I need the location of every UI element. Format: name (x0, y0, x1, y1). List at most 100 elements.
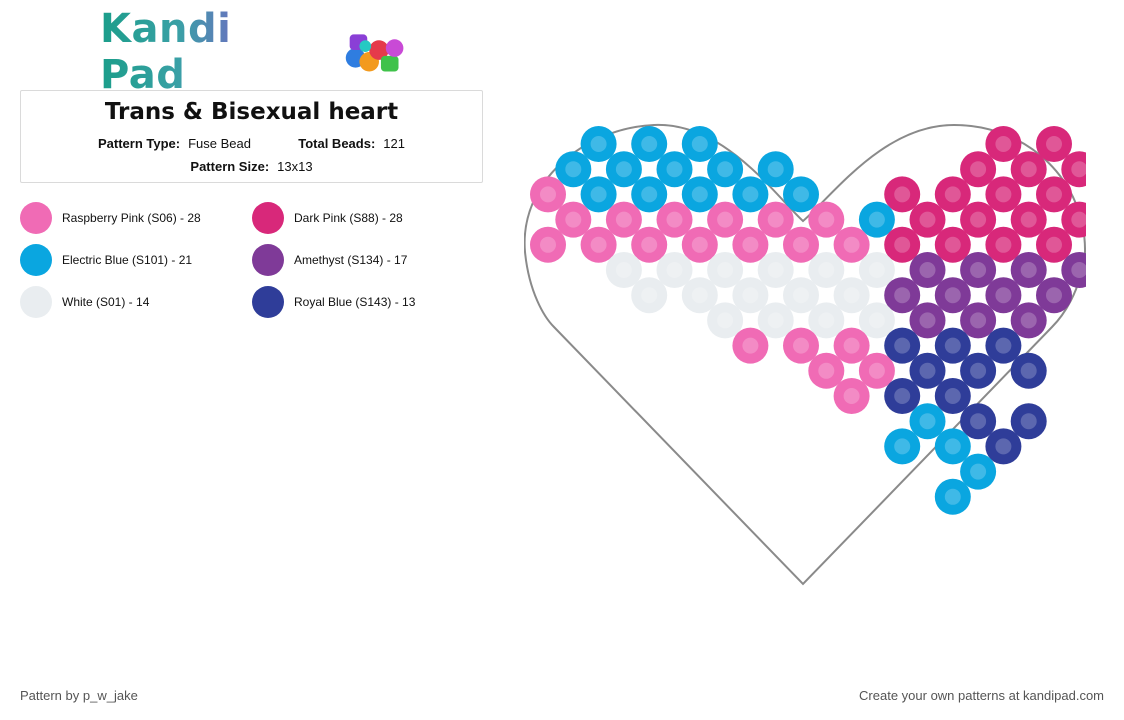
bead (757, 151, 794, 188)
bead (707, 151, 744, 188)
legend-item-electric-blue: Electric Blue (S101) - 21 (20, 244, 192, 276)
legend-item-dark-pink: Dark Pink (S88) - 28 (252, 202, 403, 234)
bead (783, 327, 819, 364)
legend-label: Dark Pink (S88) - 28 (294, 211, 403, 225)
bead (1036, 126, 1072, 162)
bead (934, 176, 971, 213)
bead (783, 176, 819, 213)
bead (757, 302, 794, 339)
bead (757, 252, 794, 288)
kandi-pad-logo[interactable]: Kandi Pad (100, 6, 410, 98)
bead (631, 226, 668, 263)
pattern-size-value: 13x13 (277, 159, 313, 174)
bead (1061, 252, 1086, 288)
bead (960, 453, 997, 490)
bead (555, 201, 592, 238)
pattern-size-row: Pattern Size: 13x13 (21, 159, 482, 174)
bead (960, 201, 997, 238)
bead (833, 226, 870, 263)
bead (605, 252, 642, 288)
legend-label: White (S01) - 14 (62, 295, 150, 309)
bead (580, 176, 617, 213)
bead (1061, 201, 1086, 238)
legend-label: Amethyst (S134) - 17 (294, 253, 408, 267)
pattern-type-label: Pattern Type: (98, 136, 181, 151)
kandipad-link[interactable]: Create your own patterns at kandipad.com (859, 688, 1104, 703)
bead (985, 277, 1022, 314)
pattern-size-label: Pattern Size: (190, 159, 270, 174)
bead (530, 226, 566, 263)
bead (934, 378, 971, 414)
pattern-author: Pattern by p_w_jake (20, 688, 138, 703)
bead (580, 226, 617, 263)
bead (631, 277, 668, 314)
bead (656, 201, 693, 238)
bead (909, 352, 946, 389)
bead (631, 176, 668, 213)
color-swatch (20, 286, 52, 318)
bead (808, 352, 845, 389)
bead (985, 428, 1022, 465)
total-beads-label: Total Beads: (298, 136, 376, 151)
bead (783, 226, 819, 263)
bead (884, 378, 921, 414)
bead (833, 277, 870, 314)
bead-grid (530, 126, 1086, 515)
bead (858, 252, 895, 288)
bead (605, 151, 642, 188)
color-swatch (252, 202, 284, 234)
bead (934, 478, 971, 515)
bead (732, 277, 769, 314)
bead (985, 176, 1022, 213)
bead (1010, 403, 1047, 440)
bead (858, 201, 895, 238)
bead (934, 428, 971, 465)
legend-item-royal-blue: Royal Blue (S143) - 13 (252, 286, 415, 318)
color-swatch (252, 244, 284, 276)
bead (909, 403, 946, 440)
bead (985, 126, 1022, 162)
bead (1010, 352, 1047, 389)
bead (884, 327, 921, 364)
bead (757, 201, 794, 238)
total-beads-value: 121 (383, 136, 405, 151)
bead (681, 226, 718, 263)
bead (884, 277, 921, 314)
bead (707, 201, 744, 238)
bead (656, 252, 693, 288)
color-swatch (252, 286, 284, 318)
bead (656, 151, 693, 188)
bead (960, 302, 997, 339)
bead (681, 126, 718, 162)
bead (884, 428, 921, 465)
bead (909, 302, 946, 339)
bead (858, 302, 895, 339)
bead (909, 252, 946, 288)
bead (555, 151, 592, 188)
bead (707, 302, 744, 339)
legend-item-white: White (S01) - 14 (20, 286, 149, 318)
pattern-info-card: Trans & Bisexual heart Pattern Type: Fuse… (20, 90, 483, 183)
bead (681, 176, 718, 213)
bead (732, 327, 769, 364)
legend-item-amethyst: Amethyst (S134) - 17 (252, 244, 407, 276)
color-swatch (20, 202, 52, 234)
bead (909, 201, 946, 238)
bead (732, 176, 769, 213)
bead (960, 151, 997, 188)
bead (934, 327, 971, 364)
pattern-title: Trans & Bisexual heart (104, 99, 399, 125)
heart-pegboard (524, 123, 1086, 586)
pattern-meta-row: Pattern Type: Fuse Bead Total Beads: 121 (21, 136, 482, 151)
bead (808, 252, 845, 288)
bead (1010, 151, 1047, 188)
bead (960, 403, 997, 440)
bead (884, 226, 921, 263)
bead (1010, 252, 1047, 288)
bead (707, 252, 744, 288)
bead (605, 201, 642, 238)
legend-label: Electric Blue (S101) - 21 (62, 253, 193, 267)
bead (884, 176, 921, 213)
bead (681, 277, 718, 314)
bead (1036, 176, 1072, 213)
